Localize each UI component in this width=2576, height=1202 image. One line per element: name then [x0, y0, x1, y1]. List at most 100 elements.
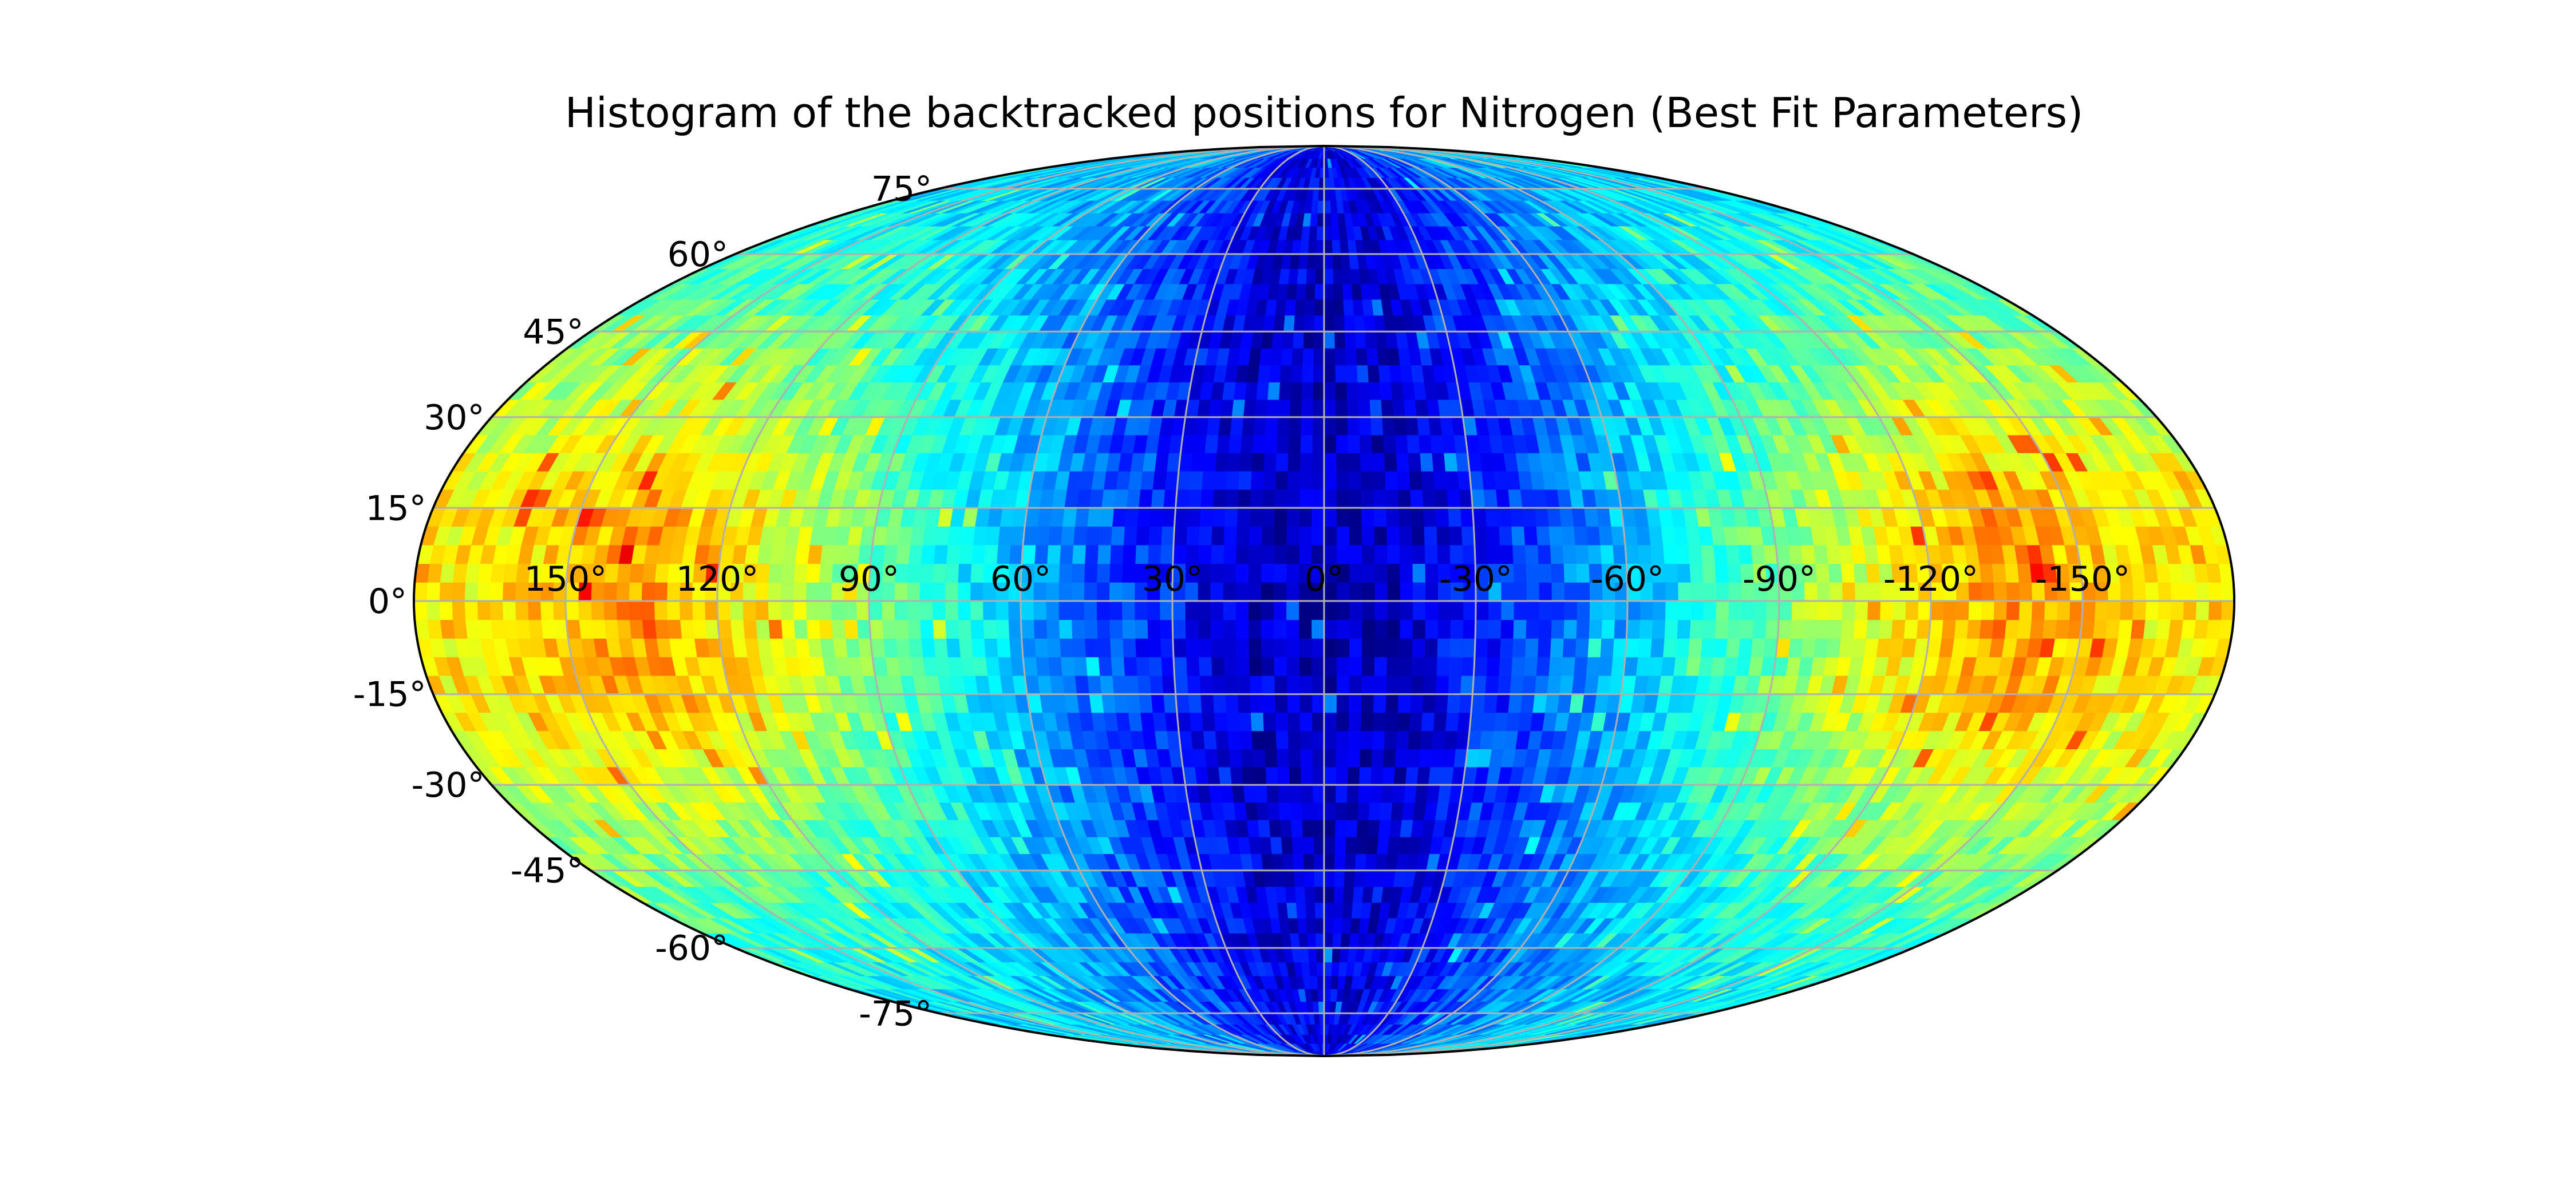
heatmap-cell [1399, 600, 1413, 620]
heatmap-cell [1263, 730, 1277, 749]
heatmap-cell [1323, 749, 1337, 768]
heatmap-cell [2094, 600, 2108, 620]
heatmap-cell [1544, 694, 1560, 713]
heatmap-cell [1223, 657, 1237, 676]
heatmap-cell [1112, 507, 1127, 527]
heatmap-cell [1424, 544, 1438, 564]
heatmap-cell [1273, 638, 1287, 658]
heatmap-cell [1537, 638, 1551, 658]
heatmap-cell [1412, 582, 1426, 602]
heatmap-cell [1525, 563, 1539, 583]
heatmap-cell [1096, 600, 1110, 620]
heatmap-cell [1286, 544, 1299, 564]
heatmap-cell [1278, 802, 1291, 820]
heatmap-cell [1299, 730, 1313, 749]
heatmap-cell [1349, 544, 1362, 564]
heatmap-cell [438, 600, 453, 620]
heatmap-cell [1406, 749, 1420, 768]
heatmap-cell [1650, 638, 1665, 658]
heatmap-cell [1286, 600, 1299, 620]
heatmap-cell [1073, 657, 1088, 676]
heatmap-cell [1197, 619, 1211, 639]
heatmap-cell [1033, 619, 1048, 639]
heatmap-cell [1423, 675, 1437, 695]
heatmap-cell [1273, 544, 1287, 564]
heatmap-cell [1276, 749, 1289, 768]
heatmap-cell [1351, 902, 1362, 919]
heatmap-cell [440, 563, 455, 583]
heatmap-cell [1842, 600, 1855, 620]
heatmap-cell [920, 544, 936, 564]
heatmap-cell [1336, 694, 1349, 713]
heatmap-cell [1360, 694, 1374, 713]
heatmap-cell [1286, 675, 1300, 695]
heatmap-cell [1698, 657, 1713, 676]
heatmap-cell [919, 619, 934, 639]
heatmap-cell [1431, 730, 1446, 749]
heatmap-cell [1085, 657, 1100, 676]
heatmap-cell [1715, 600, 1729, 620]
heatmap-cell [464, 582, 479, 602]
heatmap-cell [1690, 600, 1704, 620]
heatmap-cell [1174, 507, 1188, 527]
heatmap-cell [1425, 784, 1440, 803]
heatmap-cell [1800, 638, 1816, 658]
heatmap-cell [1353, 870, 1365, 887]
heatmap-cell [1109, 638, 1124, 658]
heatmap-cell [451, 582, 466, 602]
heatmap-cell [1475, 619, 1489, 639]
heatmap-cell [590, 600, 605, 620]
heatmap-cell [1200, 694, 1214, 713]
heatmap-cell [1875, 638, 1891, 658]
heatmap-cell [1323, 1001, 1330, 1014]
heatmap-cell [1334, 853, 1346, 871]
heatmap-cell [1009, 638, 1024, 658]
heatmap-cell [1826, 638, 1841, 658]
heatmap-cell [1441, 749, 1456, 768]
heatmap-cell [1601, 619, 1615, 639]
heatmap-cell [2004, 619, 2020, 639]
heatmap-cell [1250, 712, 1264, 732]
heatmap-cell [1842, 582, 1855, 602]
heatmap-cell [2044, 600, 2058, 620]
heatmap-cell [1345, 819, 1358, 837]
heatmap-cell [1789, 619, 1804, 639]
heatmap-cell [1206, 766, 1220, 785]
heatmap-cell [1323, 694, 1337, 713]
heatmap-cell [1574, 638, 1589, 658]
heatmap-cell [426, 600, 440, 620]
heatmap-cell [1323, 802, 1336, 820]
heatmap-cell [1589, 600, 1603, 620]
heatmap-cell [1978, 619, 1994, 639]
heatmap-cell [1639, 600, 1653, 620]
heatmap-cell [768, 619, 783, 639]
heatmap-cell [1339, 947, 1349, 963]
heatmap-cell [1159, 600, 1173, 620]
heatmap-cell [820, 638, 835, 658]
heatmap-cell [1980, 600, 1994, 620]
heatmap-cell [1187, 694, 1202, 713]
heatmap-cell [1559, 507, 1574, 527]
heatmap-cell [615, 582, 630, 602]
heatmap-cell [1399, 582, 1413, 602]
heatmap-cell [1499, 638, 1514, 658]
heatmap-cell [1423, 657, 1437, 676]
heatmap-cell [1323, 526, 1337, 545]
heatmap-cell [754, 600, 769, 620]
heatmap-cell [1138, 694, 1153, 713]
heatmap-cell [1281, 836, 1293, 855]
heatmap-cell [1248, 544, 1262, 564]
heatmap-cell [1045, 600, 1060, 620]
heatmap-cell [946, 638, 961, 658]
heatmap-cell [1423, 507, 1437, 527]
heatmap-cell [1917, 600, 1931, 620]
heatmap-cell [1334, 819, 1347, 837]
heatmap-cell [1463, 600, 1476, 620]
heatmap-cell [1292, 853, 1304, 871]
heatmap-cell [1121, 563, 1136, 583]
heatmap-cell [1236, 526, 1250, 545]
heatmap-cell [1227, 730, 1241, 749]
heatmap-cell [1370, 749, 1384, 768]
heatmap-cell [1228, 749, 1242, 768]
heatmap-cell [1223, 544, 1237, 564]
